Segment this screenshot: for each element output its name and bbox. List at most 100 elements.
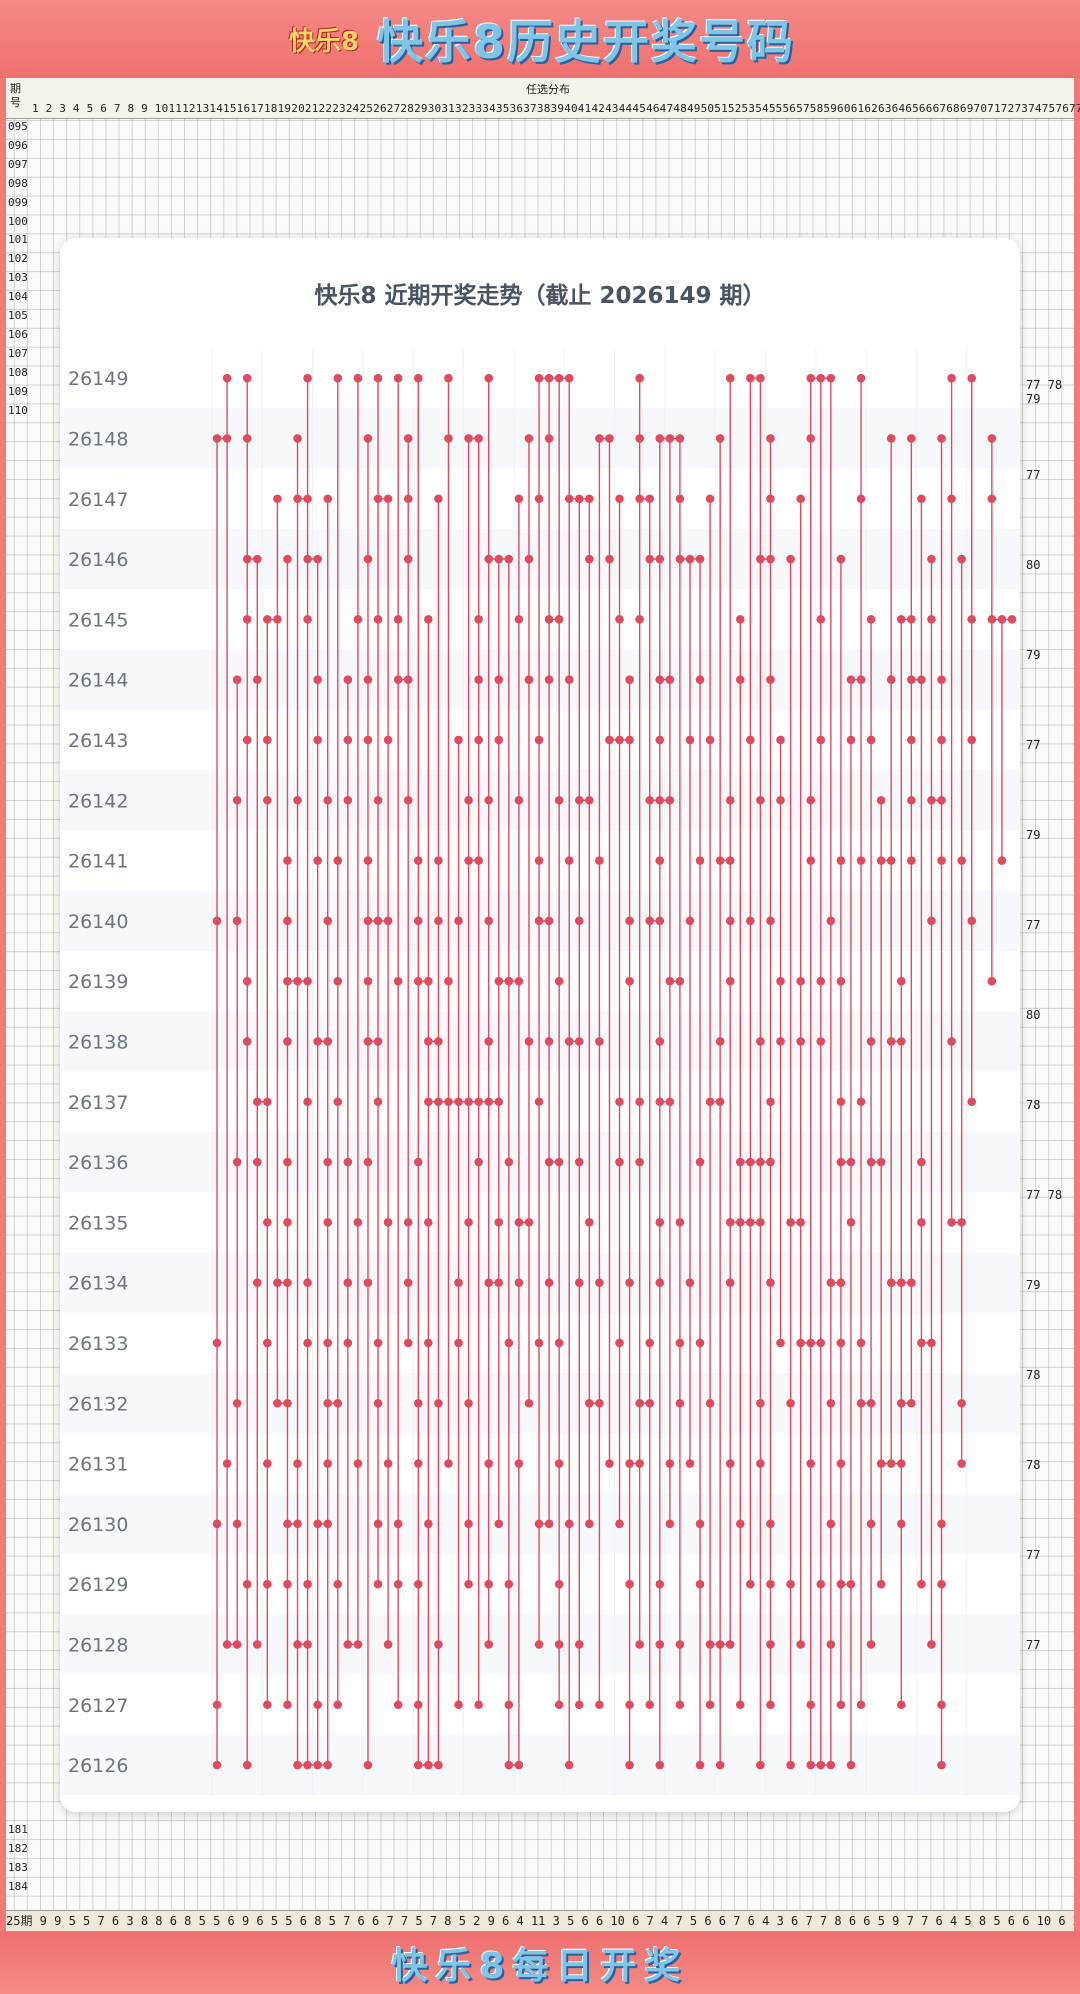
draw-marker [655, 916, 665, 926]
draw-marker [564, 1760, 574, 1770]
draw-marker [293, 1519, 302, 1529]
draw-marker [424, 976, 433, 986]
draw-marker [675, 1640, 685, 1649]
draw-marker [252, 1157, 262, 1167]
draw-marker [554, 1640, 564, 1649]
draw-marker [434, 1037, 443, 1046]
draw-marker [544, 1519, 554, 1529]
draw-marker [293, 494, 302, 504]
draw-marker [484, 554, 494, 564]
draw-marker [907, 735, 916, 745]
draw-marker [303, 1338, 312, 1348]
draw-marker [373, 1338, 383, 1348]
draw-marker [705, 1640, 715, 1649]
draw-marker [232, 916, 242, 926]
draw-marker [383, 735, 393, 745]
draw-marker [263, 735, 272, 745]
draw-marker [836, 1278, 846, 1287]
draw-marker [615, 735, 624, 745]
draw-marker [665, 795, 675, 805]
draw-marker [836, 1338, 846, 1348]
draw-marker [413, 1157, 423, 1167]
draw-marker [554, 1157, 564, 1167]
draw-marker [554, 373, 564, 383]
draw-marker [776, 976, 785, 986]
draw-marker [725, 1459, 735, 1468]
chart-title: 快乐8 近期开奖走势（截止 2026149 期） [314, 283, 766, 309]
draw-marker [494, 1218, 504, 1227]
grid-header-labels: 期 号 [10, 82, 21, 110]
draw-marker [836, 1459, 846, 1468]
bottom-banner: 快乐8每日开奖 [0, 1932, 1080, 1994]
draw-marker [464, 1519, 473, 1529]
draw-marker [585, 1218, 594, 1227]
draw-marker [665, 675, 675, 684]
draw-marker [866, 735, 876, 745]
draw-marker [373, 1097, 383, 1107]
draw-marker [363, 1760, 373, 1770]
draw-marker [293, 976, 302, 986]
draw-marker [232, 1157, 242, 1167]
draw-marker [595, 1037, 604, 1046]
draw-marker [615, 615, 624, 624]
period-label: 26142 [68, 790, 128, 812]
draw-marker [866, 1519, 876, 1529]
draw-marker [242, 615, 252, 624]
draw-marker [585, 1519, 594, 1529]
period-label: 26126 [68, 1755, 128, 1777]
draw-marker [635, 1640, 644, 1649]
draw-marker [806, 856, 816, 865]
draw-marker [333, 373, 343, 383]
draw-marker [494, 735, 504, 745]
grid-row-label: 110 [8, 403, 28, 417]
period-row-bg [60, 1192, 1020, 1253]
draw-marker [363, 916, 373, 926]
draw-marker [413, 1579, 423, 1589]
draw-marker [222, 1459, 232, 1468]
draw-marker [484, 1459, 494, 1468]
draw-marker [856, 1700, 866, 1710]
draw-marker [635, 1157, 644, 1167]
draw-marker [896, 1398, 906, 1408]
period-label: 26133 [68, 1333, 128, 1355]
grid-right-value: 79 [1026, 648, 1041, 662]
draw-marker [615, 1519, 624, 1529]
draw-marker [323, 1037, 333, 1046]
draw-marker [303, 1097, 312, 1107]
draw-marker [504, 976, 514, 986]
draw-marker [474, 1157, 483, 1167]
draw-marker [917, 1157, 926, 1167]
grid-row-label: 104 [8, 290, 28, 304]
draw-marker [544, 675, 554, 684]
draw-marker [524, 1218, 534, 1227]
draw-marker [383, 916, 393, 926]
draw-marker [393, 1700, 403, 1710]
draw-marker [997, 856, 1007, 865]
draw-marker [484, 1097, 494, 1107]
draw-marker [393, 1579, 403, 1589]
grid-row-label: 182 [8, 1841, 28, 1855]
draw-marker [323, 1218, 333, 1227]
period-label: 26134 [68, 1273, 128, 1295]
draw-marker [826, 1398, 836, 1408]
draw-marker [403, 1218, 413, 1227]
draw-marker [725, 795, 735, 805]
draw-marker [756, 1398, 765, 1408]
draw-marker [373, 615, 383, 624]
grid-row-label: 184 [8, 1879, 28, 1893]
draw-marker [896, 1519, 906, 1529]
period-label: 26146 [68, 549, 128, 571]
draw-marker [484, 1037, 494, 1046]
grid-row-label: 102 [8, 252, 28, 266]
draw-marker [504, 554, 514, 564]
draw-marker [373, 1398, 383, 1408]
draw-marker [927, 1640, 936, 1649]
draw-marker [252, 1640, 262, 1649]
draw-marker [896, 1278, 906, 1287]
draw-marker [836, 1579, 846, 1589]
draw-marker [947, 1037, 956, 1046]
draw-marker [856, 856, 866, 865]
draw-marker [595, 1278, 604, 1287]
draw-marker [635, 1097, 644, 1107]
draw-marker [685, 1278, 695, 1287]
